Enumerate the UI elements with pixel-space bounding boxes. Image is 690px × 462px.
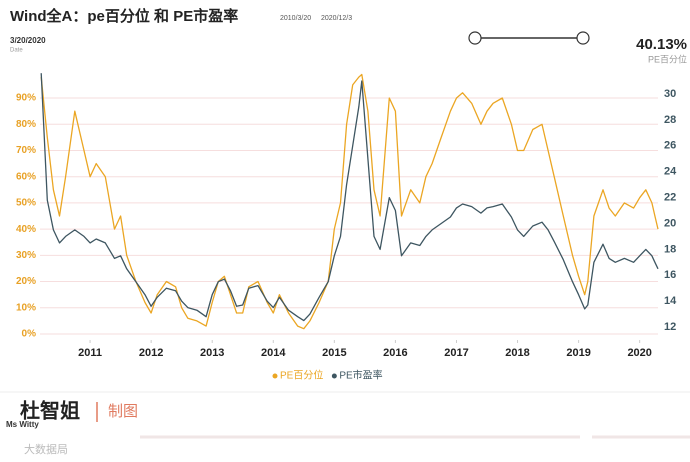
y-tick-label: 20%	[16, 276, 36, 287]
range-start: 2010/3/20	[280, 15, 311, 22]
brand-en: Ms Witty	[6, 420, 39, 429]
x-tick-label: 2018	[505, 347, 529, 359]
legend-swatch	[272, 373, 278, 379]
chart-title: Wind全A：pe百分位 和 PE市盈率	[10, 7, 238, 25]
y2-tick-label: 26	[664, 140, 676, 152]
slider-handle[interactable]	[468, 31, 482, 45]
x-tick-label: 2015	[322, 347, 346, 359]
slider-handle[interactable]	[576, 31, 590, 45]
x-tick-label: 2013	[200, 347, 224, 359]
plot: 0%10%20%30%40%50%60%70%80%90%12141618202…	[16, 73, 677, 382]
y2-tick-label: 20	[664, 217, 676, 229]
y-tick-label: 30%	[16, 250, 36, 261]
x-tick-label: 2012	[139, 347, 163, 359]
y-tick-label: 40%	[16, 224, 36, 235]
y2-tick-label: 12	[664, 321, 676, 333]
x-tick-label: 2019	[566, 347, 590, 359]
x-tick-label: 2011	[78, 347, 102, 359]
y2-tick-label: 16	[664, 269, 676, 281]
source: 大数据局	[24, 442, 68, 456]
current-value: 40.13%	[636, 36, 687, 53]
series-line	[40, 73, 659, 330]
y2-tick-label: 28	[664, 114, 676, 126]
series-line	[40, 73, 659, 322]
y-tick-label: 70%	[16, 145, 36, 156]
x-tick-label: 2014	[261, 347, 286, 359]
y2-tick-label: 18	[664, 243, 676, 255]
y-tick-label: 90%	[16, 93, 36, 104]
y-tick-label: 10%	[16, 302, 36, 313]
x-tick-label: 2020	[627, 347, 651, 359]
legend-swatch	[331, 373, 337, 379]
y-tick-label: 50%	[16, 198, 36, 209]
y-tick-label: 0%	[22, 329, 37, 340]
tooltip-date: 3/20/2020	[10, 36, 46, 45]
credit: 制图	[108, 403, 138, 420]
y2-tick-label: 24	[664, 166, 677, 178]
x-tick-label: 2016	[383, 347, 407, 359]
y2-tick-label: 14	[664, 295, 677, 307]
x-tick-label: 2017	[444, 347, 468, 359]
y2-tick-label: 22	[664, 191, 676, 203]
y-tick-label: 60%	[16, 171, 36, 182]
y-tick-label: 80%	[16, 119, 36, 130]
brand-cn: 杜智姐	[20, 398, 80, 422]
legend-label: PE市盈率	[339, 369, 382, 382]
legend-label: PE百分位	[280, 369, 323, 382]
tooltip-date-label: Date	[10, 48, 23, 54]
current-series: PE百分位	[648, 53, 687, 64]
y2-tick-label: 30	[664, 88, 676, 100]
range-end: 2020/12/3	[321, 15, 352, 22]
